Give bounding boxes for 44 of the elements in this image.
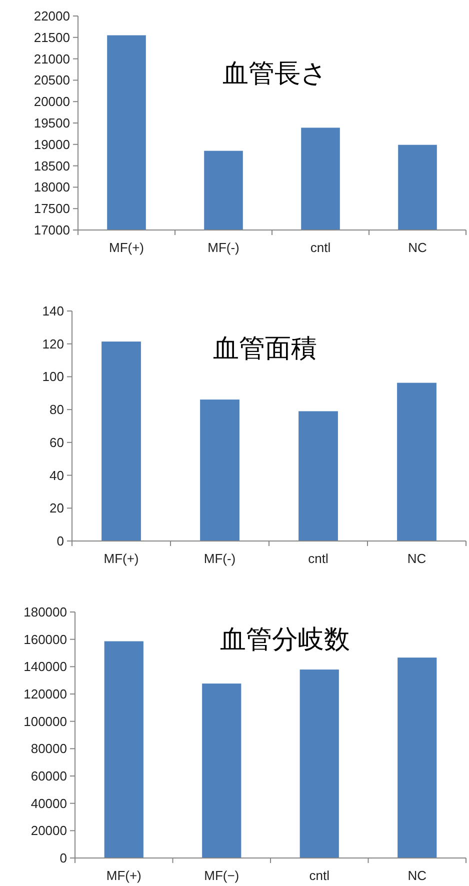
x-tick-label: MF(+) — [104, 551, 139, 566]
y-tick-label: 17000 — [34, 222, 70, 238]
text: 血管長さ — [222, 58, 328, 88]
y-tick-label: 180000 — [24, 604, 67, 620]
x-tick-label: NC — [407, 551, 426, 566]
x-tick-label: MF(-) — [208, 240, 240, 255]
y-tick-label: 21500 — [34, 30, 70, 45]
y-tick-label: 21000 — [34, 51, 70, 66]
x-tick-label: cntl — [308, 551, 328, 566]
text: 血管面積 — [213, 333, 317, 363]
x-tick-label: MF(+) — [106, 868, 142, 883]
y-tick-label: 19000 — [34, 136, 70, 152]
y-tick-label: 120 — [42, 336, 64, 352]
x-tick-label: NC — [408, 868, 427, 883]
y-tick-label: 40 — [50, 468, 64, 483]
y-tick-label: 17500 — [34, 201, 70, 216]
y-tick-label: 18000 — [34, 180, 70, 195]
x-tick-label: MF(−) — [204, 868, 240, 883]
y-tick-label: 20500 — [34, 72, 70, 88]
x-tick-label: MF(+) — [108, 240, 144, 255]
y-tick-label: 100 — [42, 369, 64, 384]
y-tick-label: 120000 — [24, 686, 67, 702]
y-tick-label: 80000 — [30, 741, 67, 756]
y-tick-label: 20 — [50, 500, 64, 516]
y-tick-label: 40000 — [30, 796, 67, 811]
y-tick-label: 60 — [50, 434, 64, 450]
y-tick-label: 19500 — [34, 116, 70, 130]
y-tick-label: 20000 — [34, 94, 70, 110]
y-tick-label: 60000 — [30, 768, 67, 784]
x-tick-label: MF(-) — [204, 551, 236, 566]
y-tick-label: 20000 — [30, 823, 67, 838]
y-tick-label: 0 — [56, 534, 64, 548]
y-tick-label: 22000 — [34, 8, 70, 24]
y-tick-label: 80 — [50, 402, 64, 418]
y-tick-label: 0 — [60, 850, 67, 866]
text: 血管分岐数 — [220, 624, 350, 654]
y-tick-label: 160000 — [24, 632, 67, 647]
x-tick-label: cntl — [309, 868, 330, 883]
y-tick-label: 140000 — [24, 659, 67, 674]
y-tick-label: 18500 — [34, 158, 70, 174]
y-tick-label: 140 — [42, 304, 64, 318]
y-tick-label: 100000 — [24, 714, 67, 729]
x-tick-label: NC — [408, 240, 427, 255]
x-tick-label: cntl — [310, 240, 331, 255]
